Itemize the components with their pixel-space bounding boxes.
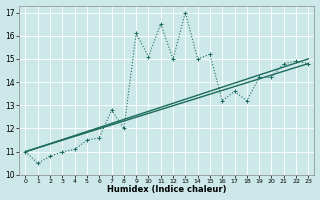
- X-axis label: Humidex (Indice chaleur): Humidex (Indice chaleur): [107, 185, 227, 194]
